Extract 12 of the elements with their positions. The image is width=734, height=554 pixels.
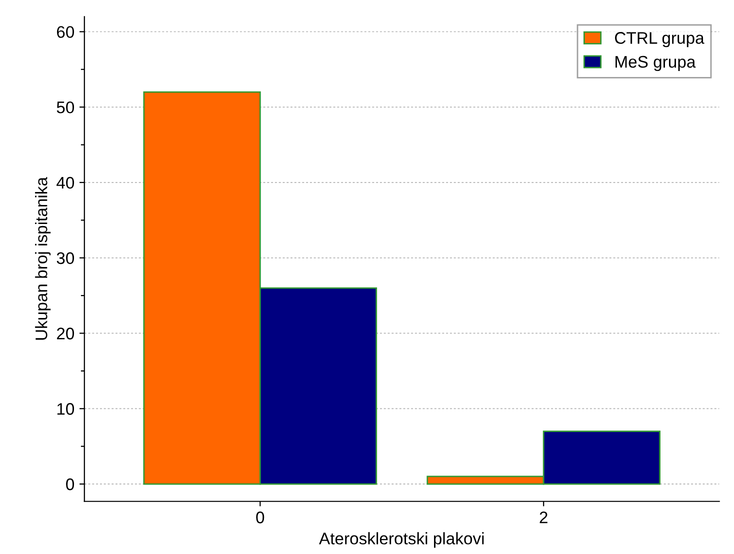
y-tick-label: 40: [56, 176, 74, 189]
x-axis-title: Aterosklerotski plakovi: [319, 532, 484, 548]
x-tick-label: 2: [540, 512, 548, 524]
y-tick-label: 10: [57, 403, 74, 415]
y-tick-label: 0: [66, 478, 74, 490]
y-tick-label: 30: [56, 252, 74, 264]
y-axis-title: Ukupan broj ispitanika: [35, 177, 51, 340]
y-tick-label: 50: [56, 101, 74, 114]
legend-label: MeS grupa: [616, 56, 696, 72]
y-tick-label: 60: [57, 26, 74, 38]
y-tick-label: 20: [56, 328, 74, 340]
legend-label: CTRL grupa: [615, 32, 704, 48]
